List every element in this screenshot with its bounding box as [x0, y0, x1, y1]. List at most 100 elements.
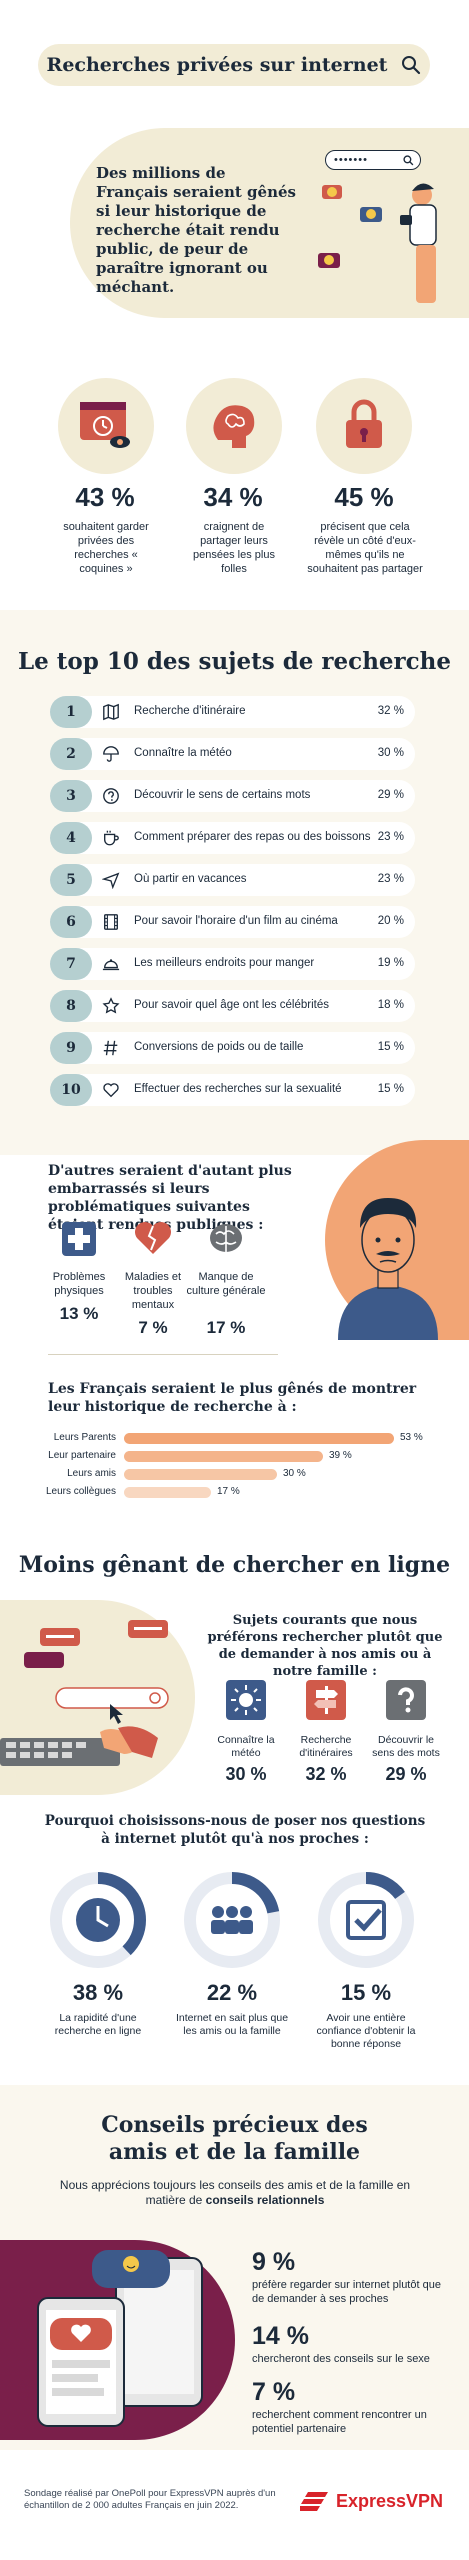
page-title: Recherches privées sur internet: [46, 54, 388, 76]
top10-rank: 5: [50, 864, 92, 896]
embarrassed-pct-2: 7 %: [138, 1318, 168, 1337]
header-pill: Recherches privées sur internet: [38, 44, 430, 86]
bar: [124, 1433, 394, 1444]
embarrassed-pct-1: 13 %: [59, 1304, 99, 1323]
top10-label: Les meilleurs endroits pour manger: [134, 957, 315, 969]
brain-icon: [210, 1224, 242, 1252]
star-icon: [102, 997, 120, 1014]
group-icon: [211, 1906, 253, 1934]
top10-label: Conversions de poids ou de taille: [134, 1041, 304, 1053]
tip-desc: préfère regarder sur internet plutôt que…: [252, 2279, 441, 2305]
why-title: Pourquoi choisissons-nous de poser nos q…: [44, 1813, 426, 1847]
sun-icon: [226, 1680, 266, 1720]
top10-value: 32 %: [377, 705, 404, 717]
top10-rank: 2: [50, 738, 92, 770]
stat-pct-2: 34 %: [203, 482, 263, 512]
top10-row: [50, 1074, 415, 1106]
top10-label: Découvrir le sens de certains mots: [134, 789, 311, 801]
top10-value: 23 %: [377, 831, 404, 843]
top10-label: Connaître la météo: [134, 747, 232, 759]
stat-desc-3: précisent que cela révèle un côté d'eux-…: [307, 521, 423, 575]
tip-desc: chercheront des conseils sur le sexe: [252, 2353, 430, 2365]
checkbox-icon: [346, 1900, 386, 1940]
common-topic-label: Découvrir le sens des mots: [372, 1734, 440, 1759]
bar-category-label: Leurs collègues: [45, 1486, 116, 1497]
why-desc: La rapidité d'une recherche en ligne: [54, 2012, 142, 2037]
why-desc: Avoir une entière confiance d'obtenir la…: [316, 2012, 416, 2050]
top10-row: [50, 780, 415, 812]
common-topics-title: Sujets courants que nous préférons reche…: [207, 1613, 443, 1679]
top10-rank: 4: [50, 822, 92, 854]
top10-rank: 9: [50, 1032, 92, 1064]
top10-rank: 8: [50, 990, 92, 1022]
top10-value: 15 %: [377, 1041, 404, 1053]
intro-person-illustration: [318, 183, 437, 303]
tips-title-line1: Conseils précieux des: [101, 2112, 368, 2138]
top10-value: 18 %: [377, 999, 404, 1011]
top10-value: 23 %: [377, 873, 404, 885]
top10-value: 15 %: [377, 1083, 404, 1095]
bar: [124, 1469, 277, 1480]
tips-title: Conseils précieux des amis et de la fami…: [0, 2112, 469, 2166]
cup-icon: [104, 830, 119, 846]
top10-rank: 6: [50, 906, 92, 938]
top10-row: [50, 696, 415, 728]
search-icon: [403, 155, 414, 166]
tips-subtitle-plain: Nous apprécions toujours les conseils de…: [59, 2178, 411, 2207]
progress-ring-fill: [184, 1872, 280, 1968]
footer-note: Sondage réalisé par OnePoll pour Express…: [24, 2488, 276, 2511]
top10-row: [50, 990, 415, 1022]
embarrassed-label-2: Maladies et troubles mentaux: [124, 1271, 182, 1311]
film-icon: [104, 914, 118, 930]
top10-value: 30 %: [377, 747, 404, 759]
tips-subtitle: Nous apprécions toujours les conseils de…: [40, 2178, 430, 2208]
stat-desc-2: craignent de partager leurs pensées les …: [193, 521, 275, 575]
top10-rank: 3: [50, 780, 92, 812]
shown-to-title: Les Français seraient le plus gênés de m…: [48, 1381, 417, 1415]
divider: [48, 1354, 278, 1355]
bar-value-label: 53 %: [400, 1432, 423, 1443]
tip-pct: 9 %: [252, 2248, 296, 2276]
intro-text: Des millions de Français seraient gênés …: [96, 164, 296, 296]
signpost-icon: [306, 1680, 346, 1720]
laptop-illustration: [0, 1620, 169, 1766]
why-desc: Internet en sait plus que les amis ou la…: [175, 2012, 289, 2037]
why-pct: 22 %: [206, 1980, 258, 2005]
top10-row: [50, 948, 415, 980]
stat-pct-1: 43 %: [75, 482, 135, 512]
less-awkward-title: Moins gênant de chercher en ligne: [18, 1552, 451, 1578]
bar-category-label: Leur partenaire: [48, 1450, 116, 1461]
common-topic-label: Connaître la météo: [217, 1734, 275, 1759]
why-pct: 38 %: [72, 1980, 124, 2005]
top10-value: 20 %: [377, 915, 404, 927]
top10-label: Pour savoir quel âge ont les célébrités: [134, 999, 329, 1011]
bar-value-label: 30 %: [283, 1468, 306, 1479]
top10-rank: 7: [50, 948, 92, 980]
medical-cross-icon: [62, 1222, 96, 1256]
top10-label: Pour savoir l'horaire d'un film au ciném…: [134, 915, 338, 927]
top10-rank: 1: [50, 696, 92, 728]
intro-search-dots: •••••••: [334, 154, 368, 166]
top10-label: Effectuer des recherches sur la sexualit…: [134, 1083, 342, 1095]
plane-icon: [102, 872, 120, 889]
top10-rank: 10: [50, 1074, 92, 1106]
question-icon: [386, 1680, 426, 1720]
progress-ring-fill: [318, 1872, 414, 1968]
embarrassed-label-3: Manque de culture générale: [186, 1271, 266, 1297]
brand-logo[interactable]: ExpressVPN: [300, 2490, 443, 2512]
common-topic-pct: 30 %: [225, 1764, 267, 1784]
top10-label: Recherche d'itinéraire: [134, 705, 246, 717]
food-cloche-icon: [102, 959, 120, 971]
bar: [124, 1451, 323, 1462]
bar: [124, 1487, 211, 1498]
top10-value: 19 %: [377, 957, 404, 969]
tip-pct: 7 %: [252, 2378, 296, 2406]
progress-ring: [318, 1872, 414, 1968]
bar-category-label: Leurs amis: [67, 1468, 116, 1479]
common-topic-pct: 32 %: [305, 1764, 347, 1784]
phones-illustration: [37, 2250, 203, 2427]
common-topic-label: Recherche d'itinéraires: [299, 1734, 353, 1759]
intro-search-bar: •••••••: [325, 150, 421, 170]
progress-ring: [184, 1872, 280, 1968]
progress-ring-fill: [50, 1872, 146, 1968]
